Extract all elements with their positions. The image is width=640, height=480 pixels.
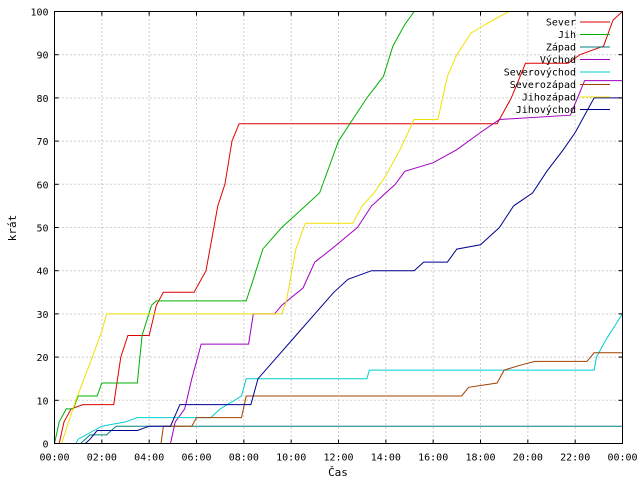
series-line-2: [54, 11, 623, 444]
legend-label: Sever: [546, 18, 576, 29]
legend-label: Jihozápad: [522, 92, 576, 104]
x-axis-label: Čas: [328, 466, 348, 479]
y-tick-label: 40: [36, 267, 48, 278]
series-line-4: [170, 80, 623, 444]
legend-label: Jih: [558, 30, 576, 41]
series-line-6: [160, 352, 623, 444]
series-line-7: [61, 11, 623, 444]
series-line-8: [84, 97, 623, 444]
legend-label: Jihovýchod: [516, 104, 576, 116]
axis-ticks: 0 10 20 30 40 50 60 70 80 90 100 00:00 02:00 04:00 06:…: [30, 8, 637, 464]
y-tick-label: 70: [36, 137, 48, 148]
x-tick-label: 08:00: [229, 453, 259, 464]
y-tick-label: 100: [30, 8, 48, 19]
x-tick-label: 20:00: [513, 453, 543, 464]
series-line-5: [75, 313, 623, 444]
x-tick-label: 14:00: [371, 453, 401, 464]
x-tick-label: 06:00: [181, 453, 211, 464]
legend-label: Východ: [540, 54, 576, 66]
x-tick-label: 10:00: [276, 453, 306, 464]
legend: SeverJihZápadVýchodSeverovýchodSeverozáp…: [504, 18, 610, 116]
y-tick-label: 30: [36, 310, 48, 321]
y-tick-label: 80: [36, 94, 48, 105]
x-tick-label: 12:00: [323, 453, 353, 464]
y-tick-label: 10: [36, 396, 48, 407]
x-tick-label: 02:00: [87, 453, 117, 464]
legend-label: Západ: [546, 42, 576, 54]
y-tick-label: 50: [36, 224, 48, 235]
y-tick-label: 20: [36, 353, 48, 364]
legend-label: Severovýchod: [504, 67, 576, 79]
x-tick-label: 22:00: [560, 453, 590, 464]
series-line-1: [58, 11, 623, 444]
x-tick-label: 00:00: [607, 453, 637, 464]
x-tick-label: 18:00: [465, 453, 495, 464]
y-tick-label: 60: [36, 180, 48, 191]
legend-label: Severozápad: [510, 79, 576, 91]
x-tick-label: 00:00: [39, 453, 69, 464]
x-tick-label: 16:00: [418, 453, 448, 464]
y-tick-label: 0: [42, 440, 48, 451]
y-tick-label: 90: [36, 51, 48, 62]
x-tick-label: 04:00: [134, 453, 164, 464]
series-lines: [54, 11, 623, 444]
y-axis-label: krát: [6, 215, 19, 242]
